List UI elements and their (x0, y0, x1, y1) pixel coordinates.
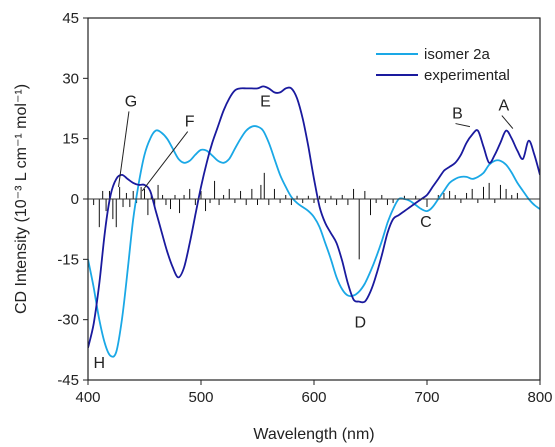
y-tick-label: 0 (71, 191, 79, 208)
annotation-label-f: F (185, 114, 195, 131)
annotation-label-b: B (452, 106, 463, 123)
y-tick-label: -45 (57, 372, 79, 389)
annotation-label-c: C (420, 214, 432, 231)
annotation-leader-g (118, 111, 130, 188)
y-tick-label: -15 (57, 251, 79, 268)
annotation-label-g: G (125, 93, 137, 110)
annotation-label-d: D (355, 315, 367, 332)
annotation-leader-f (141, 131, 189, 192)
series-line-experimental (88, 85, 540, 349)
y-tick-label: -30 (57, 312, 79, 329)
band-annotations: G F E D C B A H (94, 93, 514, 372)
x-tick-label: 800 (527, 389, 552, 406)
x-axis-title: Wavelength (nm) (253, 426, 374, 443)
y-tick-label: 30 (62, 70, 79, 87)
series-line-isomer-2a (88, 125, 540, 358)
series-lines (88, 85, 540, 358)
annotation-label-h: H (94, 355, 106, 372)
x-tick-label: 600 (301, 389, 326, 406)
legend: isomer 2a experimental (376, 46, 510, 84)
annotation-leader-b (455, 123, 471, 128)
legend-label-experimental: experimental (424, 67, 510, 84)
x-tick-label: 400 (75, 389, 100, 406)
axis-ticks: 400 500 600 700 800 -45 -30 -15 0 15 30 45 (57, 10, 552, 406)
annotation-label-e: E (260, 93, 271, 110)
y-tick-label: 45 (62, 10, 79, 27)
legend-label-isomer-2a: isomer 2a (424, 46, 491, 63)
y-axis-title: CD Intensity (10⁻³ L cm⁻¹ mol⁻¹) (13, 84, 30, 314)
annotation-label-a: A (499, 98, 510, 115)
x-tick-label: 500 (188, 389, 213, 406)
x-tick-label: 700 (414, 389, 439, 406)
annotation-leader-a (501, 115, 514, 129)
y-tick-label: 15 (62, 131, 79, 148)
